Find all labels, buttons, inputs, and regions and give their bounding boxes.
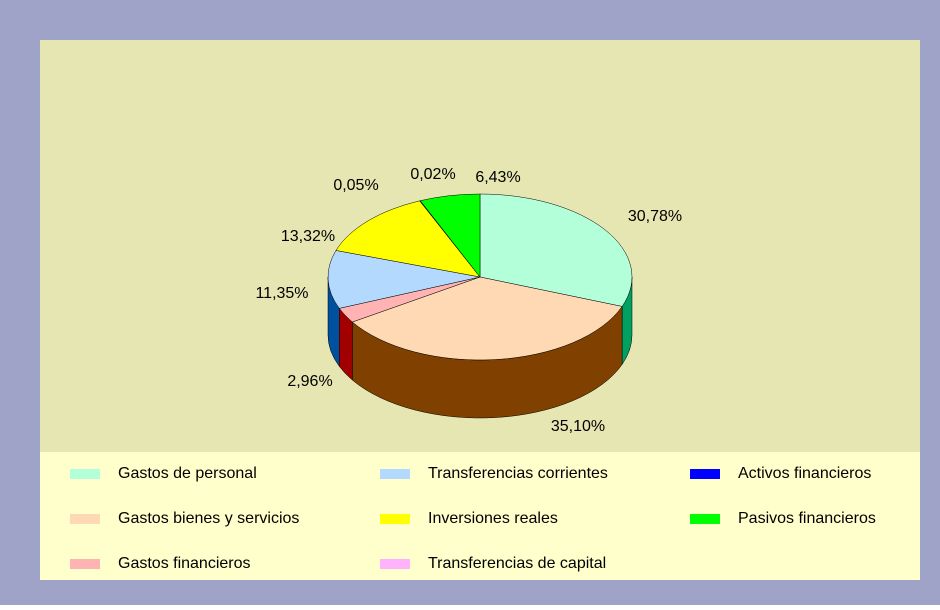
legend-label: Pasivos financieros [738,510,876,527]
legend-swatch [70,559,100,569]
slice [419,193,481,278]
legend-label: Gastos bienes y servicios [118,510,299,527]
data-label: 6,43% [475,169,520,186]
data-label: 30,78% [628,208,682,225]
legend-label: Transferencias corrientes [428,465,608,482]
data-label: 2,96% [287,373,332,390]
data-label: 35,10% [551,418,605,435]
legend-label: Gastos de personal [118,465,257,482]
slice [479,193,633,307]
slice [351,276,623,361]
legend-swatch [380,514,410,524]
slice [327,250,481,309]
legend-swatch [380,559,410,569]
legend-swatch [690,514,720,524]
legend-swatch [70,514,100,524]
slice [335,200,481,278]
legend-swatch [380,469,410,479]
data-label: 13,32% [281,228,335,245]
data-label: 11,35% [255,285,308,302]
legend-swatch [70,469,100,479]
data-label: 0,02% [410,166,455,183]
legend-label: Inversiones reales [428,510,558,527]
legend-label: Transferencias de capital [428,555,606,572]
data-label: 0,05% [333,177,378,194]
legend-label: Gastos financieros [118,555,251,572]
legend-area [40,452,920,580]
legend-label: Activos financieros [738,465,871,482]
legend-swatch [690,469,720,479]
